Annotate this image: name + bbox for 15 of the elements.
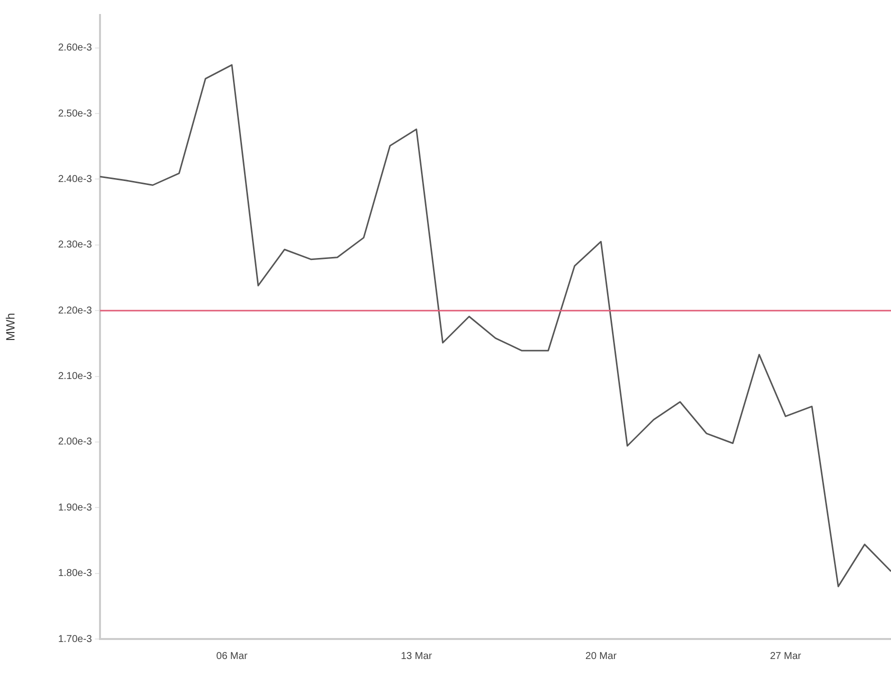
x-tick-label: 13 Mar [400, 650, 433, 662]
y-tick-label: 2.50e-3 [58, 108, 92, 120]
x-tick-label: 27 Mar [770, 650, 802, 662]
y-tick-label: 2.30e-3 [58, 240, 92, 251]
y-tick-label: 2.60e-3 [58, 42, 92, 54]
y-tick-label: 1.80e-3 [58, 568, 92, 580]
y-tick-label: 1.70e-3 [58, 634, 92, 645]
y-axis-title: MWh [4, 313, 18, 341]
y-tick-label: 1.90e-3 [58, 502, 92, 514]
x-tick-label: 20 Mar [585, 650, 618, 662]
y-tick-label: 2.00e-3 [58, 436, 92, 448]
y-tick-label: 2.40e-3 [58, 174, 92, 185]
y-tick-label: 2.10e-3 [58, 371, 92, 382]
x-tick-label: 06 Mar [216, 650, 248, 662]
y-tick-label: 2.20e-3 [58, 305, 92, 316]
